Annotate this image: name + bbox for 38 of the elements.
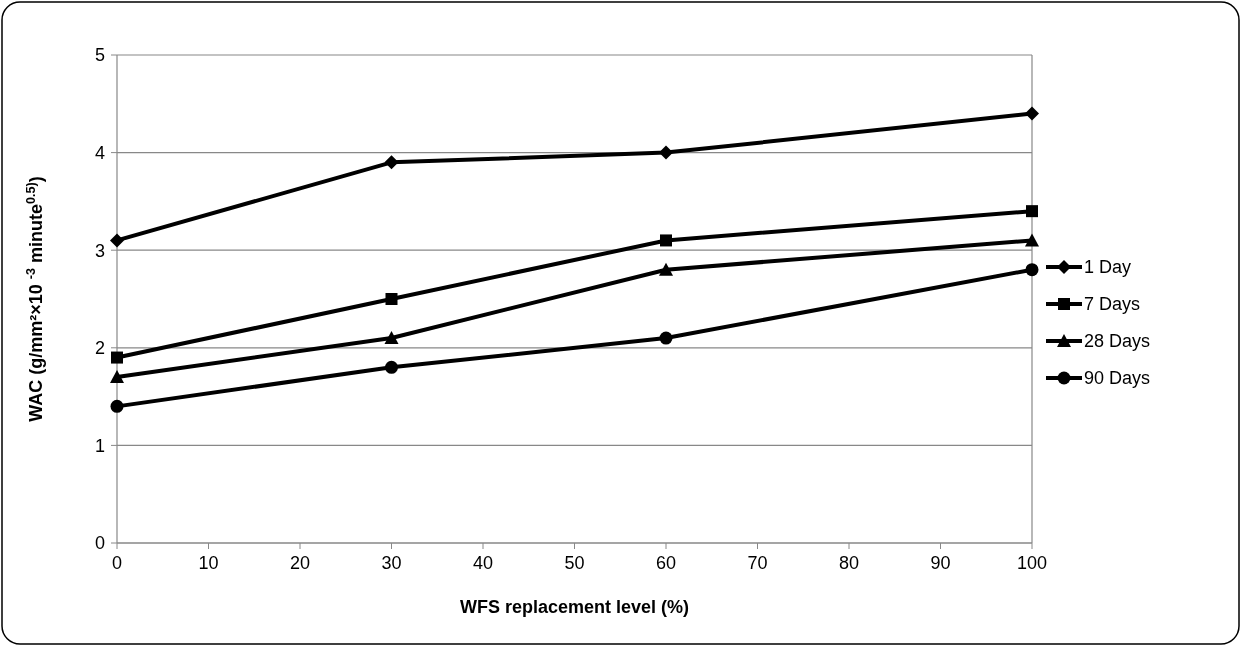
legend-label: 7 Days: [1084, 294, 1141, 315]
y-tick-label: 4: [94, 142, 105, 163]
point: [384, 155, 399, 170]
x-tick-label: 80: [838, 553, 860, 573]
legend-label: 28 Days: [1084, 331, 1151, 352]
point: [1025, 233, 1039, 247]
point: [110, 370, 124, 384]
point: [659, 331, 673, 345]
point: [384, 331, 399, 345]
y-tick-label: 0: [94, 533, 105, 554]
point: [660, 234, 672, 247]
x-tick-label: 30: [381, 553, 402, 573]
y-tick-label: 2: [94, 338, 105, 359]
x-tick-label: 100: [1016, 553, 1048, 573]
x-axis-title: WFS replacement level (%): [459, 597, 690, 617]
point: [659, 262, 673, 276]
x-tick-label: 60: [655, 553, 677, 573]
point: [385, 293, 398, 305]
point: [111, 351, 123, 364]
legend-label: 90 Days: [1084, 368, 1151, 389]
y-tick-label: 5: [94, 45, 105, 66]
point: [1025, 106, 1039, 121]
x-tick-label: 90: [930, 553, 951, 573]
x-tick-label: 40: [472, 553, 494, 573]
x-tick-label: 0: [111, 553, 123, 573]
x-tick-label: 50: [564, 553, 585, 573]
y-tick-label: 3: [94, 240, 105, 261]
point: [1025, 263, 1039, 277]
x-tick-label: 20: [289, 553, 311, 573]
point: [1026, 205, 1038, 218]
y-tick-label: 1: [94, 435, 105, 456]
x-tick-label: 70: [747, 553, 768, 573]
point: [110, 399, 124, 413]
point: [385, 360, 398, 374]
point: [659, 145, 673, 160]
x-tick-label: 10: [198, 553, 219, 573]
point: [110, 233, 124, 248]
legend-label: 1 Day: [1084, 257, 1132, 278]
